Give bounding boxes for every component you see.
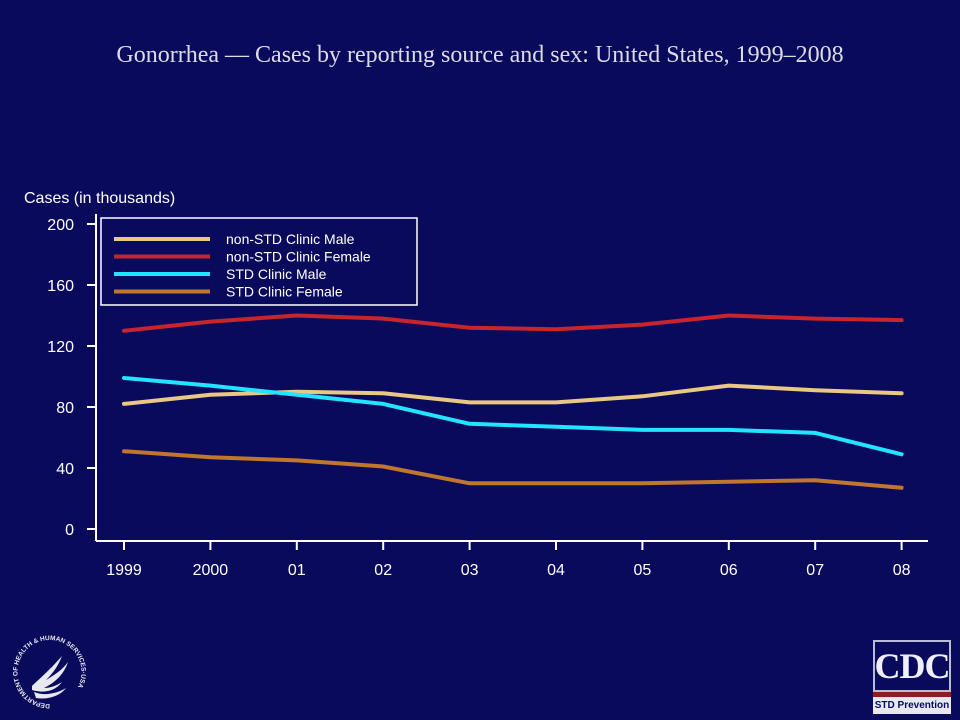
y-tick-label: 160 bbox=[47, 278, 74, 295]
cdc-logo: CDC STD Prevention bbox=[873, 640, 951, 714]
axes bbox=[95, 214, 928, 542]
y-tick-label: 0 bbox=[65, 522, 74, 539]
x-tick-label: 2000 bbox=[193, 562, 229, 579]
legend-label-std-clinic-female: STD Clinic Female bbox=[226, 284, 343, 300]
hhs-seal-logo: DEPARTMENT OF HEALTH & HUMAN SERVICES·US… bbox=[12, 635, 86, 709]
x-tick-label: 03 bbox=[461, 562, 479, 579]
x-tick-label: 1999 bbox=[106, 562, 142, 579]
y-tick-label: 80 bbox=[56, 400, 74, 417]
series-lines bbox=[122, 313, 904, 490]
legend: non-STD Clinic Male non-STD Clinic Female… bbox=[100, 217, 418, 306]
y-axis-label: Cases (in thousands) bbox=[24, 190, 175, 207]
y-axis-ticks: 0 40 80 120 160 200 bbox=[47, 217, 96, 539]
y-tick-label: 200 bbox=[47, 217, 74, 234]
series-line-non-std-clinic-female bbox=[122, 313, 904, 333]
series-line-std-clinic-female bbox=[122, 449, 904, 490]
x-axis-ticks: 1999 2000 01 02 03 04 05 06 07 08 bbox=[106, 541, 911, 579]
legend-label-non-std-clinic-female: non-STD Clinic Female bbox=[226, 249, 371, 265]
series-line-std-clinic-male bbox=[122, 376, 904, 457]
page-title: Gonorrhea — Cases by reporting source an… bbox=[116, 42, 844, 68]
y-tick-label: 40 bbox=[56, 461, 74, 478]
x-tick-label: 01 bbox=[288, 562, 306, 579]
x-tick-label: 04 bbox=[547, 562, 565, 579]
legend-label-non-std-clinic-male: non-STD Clinic Male bbox=[226, 231, 355, 247]
x-tick-label: 05 bbox=[634, 562, 652, 579]
series-line-non-std-clinic-male bbox=[122, 383, 904, 406]
x-tick-label: 08 bbox=[893, 562, 911, 579]
cdc-logo-letters: CDC bbox=[874, 646, 951, 686]
legend-box bbox=[100, 217, 418, 306]
x-tick-label: 07 bbox=[806, 562, 824, 579]
x-tick-label: 06 bbox=[720, 562, 738, 579]
cdc-logo-subtitle: STD Prevention bbox=[873, 697, 951, 714]
x-tick-label: 02 bbox=[374, 562, 392, 579]
legend-label-std-clinic-male: STD Clinic Male bbox=[226, 266, 327, 282]
y-tick-label: 120 bbox=[47, 339, 74, 356]
